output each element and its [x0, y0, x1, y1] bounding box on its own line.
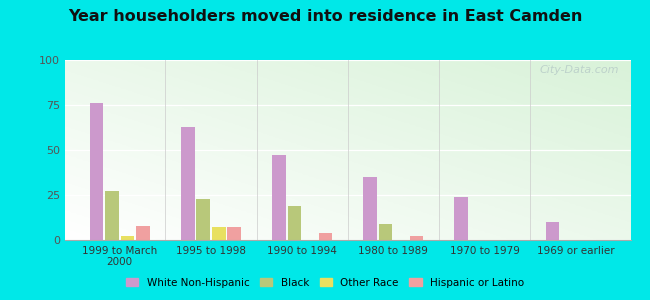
- Bar: [546, 222, 560, 240]
- Bar: [287, 206, 301, 240]
- Bar: [136, 226, 150, 240]
- Legend: White Non-Hispanic, Black, Other Race, Hispanic or Latino: White Non-Hispanic, Black, Other Race, H…: [122, 274, 528, 292]
- Bar: [454, 197, 468, 240]
- Bar: [318, 233, 332, 240]
- Bar: [90, 103, 103, 240]
- Bar: [363, 177, 377, 240]
- Text: City-Data.com: City-Data.com: [540, 65, 619, 75]
- Bar: [212, 227, 226, 240]
- Bar: [181, 127, 194, 240]
- Bar: [121, 236, 135, 240]
- Bar: [379, 224, 393, 240]
- Text: Year householders moved into residence in East Camden: Year householders moved into residence i…: [68, 9, 582, 24]
- Bar: [105, 191, 119, 240]
- Bar: [196, 199, 210, 240]
- Bar: [227, 227, 241, 240]
- Bar: [272, 155, 286, 240]
- Bar: [410, 236, 423, 240]
